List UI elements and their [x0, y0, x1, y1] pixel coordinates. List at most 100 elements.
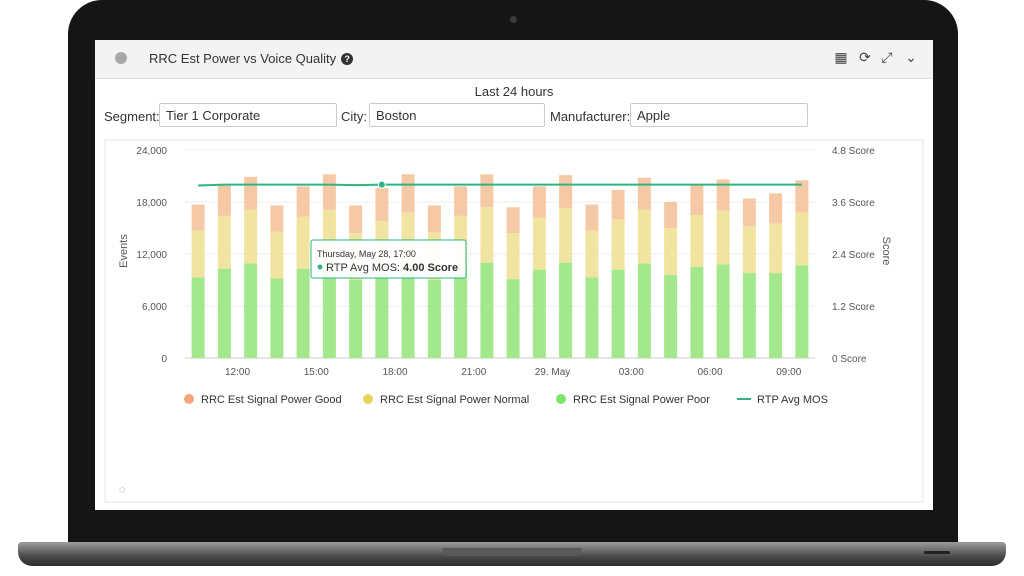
legend-dot-symbol [184, 394, 194, 404]
bar-segment [532, 217, 546, 270]
eye-off-icon[interactable]: ◌ [119, 484, 126, 496]
bar-segment [559, 208, 573, 263]
bar-segment [532, 186, 546, 218]
globe-icon [115, 52, 127, 64]
bar-segment [244, 263, 258, 358]
bar-segment [480, 207, 494, 263]
y2-tick-label: 4.8 Score [832, 146, 875, 157]
manufacturer-input[interactable]: Apple [630, 103, 808, 127]
y2-tick-label: 2.4 Score [832, 250, 875, 261]
laptop-slot [924, 551, 950, 554]
bar-segment [191, 277, 205, 358]
panel-header: RRC Est Power vs Voice Quality? ▦ ⟳ ⤢ ⌄ [95, 40, 933, 79]
grid [185, 149, 815, 359]
bar-segment [795, 212, 809, 266]
webcam-icon [510, 16, 517, 23]
bar-segment [585, 204, 599, 231]
bar-segment [454, 268, 468, 358]
bar-segment [270, 231, 284, 279]
bar-segment [427, 280, 441, 358]
x-tick-label: 21:00 [461, 367, 486, 378]
mos-line-group [198, 180, 802, 189]
bar-segment [244, 176, 258, 210]
bar-segment [506, 233, 520, 280]
bar-segment [532, 269, 546, 358]
chart-frame [104, 139, 924, 503]
panel-title: RRC Est Power vs Voice Quality? [149, 51, 354, 66]
bar-segment [322, 261, 336, 358]
chevron-down-icon[interactable]: ⌄ [905, 49, 917, 65]
y-axis-title: Events [118, 234, 130, 268]
legend-dot-symbol [556, 394, 566, 404]
bar-segment [795, 180, 809, 213]
y2-tick-label: 1.2 Score [832, 302, 875, 313]
bar-segment [559, 262, 573, 358]
mos-line [198, 183, 802, 187]
table-icon[interactable]: ▦ [834, 49, 848, 65]
tooltip: Thursday, May 28, 17:00 RTP Avg MOS: 4.0… [310, 239, 467, 279]
tooltip-text: RTP Avg MOS: 4.00 Score [326, 262, 458, 274]
x-tick-label: 15:00 [304, 367, 329, 378]
legend: RRC Est Signal Power Good RRC Est Signal … [184, 394, 828, 406]
bar-segment [217, 185, 231, 216]
bar-segment [506, 207, 520, 234]
bar-segment [506, 279, 520, 358]
bar-segment [716, 264, 730, 358]
tooltip-value: 4.00 Score [403, 262, 458, 274]
x-axis-ticks: 12:00 15:00 18:00 21:00 29. May 03:00 06:00 09:… [225, 367, 802, 378]
x-tick-label: 18:00 [382, 367, 407, 378]
y2-axis-ticks: 0 Score 1.2 Score 2.4 Score 3.6 Score 4.8 Sc… [832, 146, 875, 365]
bar-segment [716, 179, 730, 211]
legend-item-label: RTP Avg MOS [757, 394, 828, 406]
y-tick-label: 0 [161, 354, 167, 365]
x-tick-label: 06:00 [697, 367, 722, 378]
bar-segment [191, 230, 205, 278]
bar-segment [742, 226, 756, 274]
bar-segment [217, 215, 231, 269]
bar-segment [375, 268, 389, 358]
dashboard-panel: RRC Est Power vs Voice Quality? ▦ ⟳ ⤢ ⌄ … [95, 40, 933, 510]
bar-segment [480, 262, 494, 358]
bar-segment [664, 202, 678, 228]
tooltip-label: RTP Avg MOS: [326, 262, 403, 274]
bar-segment [611, 219, 625, 270]
y-tick-label: 18,000 [136, 198, 167, 209]
legend-item-label: RRC Est Signal Power Good [201, 394, 342, 406]
y-tick-label: 6,000 [142, 302, 167, 313]
city-label: City: [341, 109, 367, 124]
bar-segment [664, 228, 678, 275]
panel-title-text: RRC Est Power vs Voice Quality [149, 51, 337, 66]
laptop-notch [442, 548, 582, 556]
legend-item-label: RRC Est Signal Power Normal [380, 394, 529, 406]
chart: 0 6,000 12,000 18,000 24,000 0 Score 1.2 Scor… [104, 139, 924, 503]
bar-segment [559, 175, 573, 209]
help-icon[interactable]: ? [341, 53, 354, 65]
bar-segment [454, 186, 468, 216]
bar-segment [375, 188, 389, 222]
x-tick-label: 12:00 [225, 367, 250, 378]
bar-segment [690, 184, 704, 215]
bar-segment [401, 174, 415, 213]
city-input[interactable]: Boston [369, 103, 545, 127]
manufacturer-label: Manufacturer: [550, 109, 631, 124]
bar-segment [296, 216, 310, 269]
bar-segment [349, 280, 363, 358]
bar-segment [585, 277, 599, 358]
bar-segment [349, 205, 363, 234]
x-tick-label: 29. May [535, 367, 571, 378]
expand-icon[interactable]: ⤢ [881, 49, 893, 65]
y-tick-label: 24,000 [136, 146, 167, 157]
segment-input[interactable]: Tier 1 Corporate [159, 103, 337, 127]
bar-segment [611, 269, 625, 358]
tooltip-dot [317, 264, 323, 270]
y2-tick-label: 0 Score [832, 354, 867, 365]
bar-segment [637, 177, 651, 210]
bar-segment [585, 230, 599, 278]
bar-segment [690, 215, 704, 267]
bar-segment [270, 278, 284, 358]
bar-segment [637, 209, 651, 264]
bar-segment [664, 274, 678, 358]
bar-segment [769, 223, 783, 274]
bar-segment [716, 210, 730, 265]
refresh-icon[interactable]: ⟳ [859, 49, 871, 65]
